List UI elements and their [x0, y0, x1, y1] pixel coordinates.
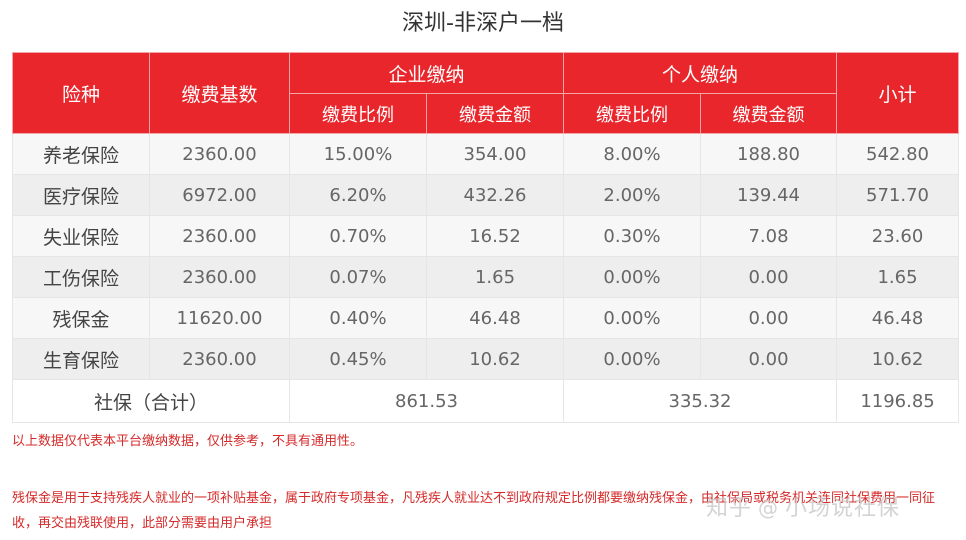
subtotal-value: 542.80: [836, 133, 960, 175]
company-amount: 10.62: [425, 338, 565, 380]
base-value: 11620.00: [149, 297, 290, 339]
company-rate: 15.00%: [289, 133, 427, 175]
personal-amount: 139.44: [700, 174, 838, 216]
table-row: 失业保险 2360.00 0.70% 16.52 0.30% 7.08 23.6…: [12, 215, 960, 257]
insurance-name: 失业保险: [12, 215, 150, 257]
header-company-rate: 缴费比例: [289, 93, 427, 134]
company-amount: 46.48: [425, 297, 565, 339]
company-amount: 1.65: [425, 256, 565, 298]
personal-rate: 0.30%: [563, 215, 702, 257]
watermark-author: 小场说社保: [785, 496, 901, 521]
insurance-name: 医疗保险: [12, 174, 150, 216]
header-company: 企业缴纳: [288, 52, 565, 94]
company-amount: 432.26: [425, 174, 565, 216]
watermark-at: @: [758, 496, 780, 520]
page-title: 深圳-非深户一档: [402, 11, 564, 36]
base-value: 2360.00: [149, 256, 290, 298]
header-personal-rate: 缴费比例: [563, 93, 702, 134]
header-personal-amount: 缴费金额: [700, 93, 838, 134]
table-row: 医疗保险 6972.00 6.20% 432.26 2.00% 139.44 5…: [12, 174, 960, 216]
personal-amount: 0.00: [700, 297, 838, 339]
base-value: 2360.00: [149, 133, 290, 175]
table-row: 残保金 11620.00 0.40% 46.48 0.00% 0.00 46.4…: [12, 297, 960, 339]
total-company: 861.53: [288, 379, 565, 423]
personal-rate: 0.00%: [563, 256, 702, 298]
insurance-name: 残保金: [12, 297, 150, 339]
total-row: 社保（合计） 861.53 335.32 1196.85: [12, 379, 960, 423]
header-subtotal: 小计: [836, 52, 960, 134]
header-base: 缴费基数: [149, 52, 290, 134]
personal-amount: 0.00: [700, 256, 838, 298]
table-row: 养老保险 2360.00 15.00% 354.00 8.00% 188.80 …: [12, 133, 960, 175]
insurance-table: 险种 缴费基数 企业缴纳 个人缴纳 小计 缴费比例 缴费金额 缴费比例 缴费金额…: [12, 52, 960, 423]
total-label: 社保（合计）: [12, 379, 290, 423]
header-company-amount: 缴费金额: [425, 93, 565, 134]
subtotal-value: 46.48: [836, 297, 960, 339]
personal-rate: 0.00%: [563, 338, 702, 380]
subtotal-value: 23.60: [836, 215, 960, 257]
subtotal-value: 1.65: [836, 256, 960, 298]
company-amount: 354.00: [425, 133, 565, 175]
watermark: 知乎 @ 小场说社保: [706, 490, 900, 522]
header-insurance-type: 险种: [12, 52, 150, 134]
disclaimer-note: 以上数据仅代表本平台缴纳数据，仅供参考，不具有通用性。: [12, 434, 364, 449]
disability-fund-note: 残保金是用于支持残疾人就业的一项补贴基金，属于政府专项基金，凡残疾人就业达不到政…: [12, 491, 936, 531]
base-value: 2360.00: [149, 215, 290, 257]
total-personal: 335.32: [563, 379, 838, 423]
insurance-name: 生育保险: [12, 338, 150, 380]
insurance-name: 养老保险: [12, 133, 150, 175]
company-rate: 0.07%: [289, 256, 427, 298]
table-row: 工伤保险 2360.00 0.07% 1.65 0.00% 0.00 1.65: [12, 256, 960, 298]
personal-amount: 7.08: [700, 215, 838, 257]
base-value: 6972.00: [149, 174, 290, 216]
company-rate: 0.45%: [289, 338, 427, 380]
personal-rate: 2.00%: [563, 174, 702, 216]
personal-amount: 0.00: [700, 338, 838, 380]
company-rate: 0.40%: [289, 297, 427, 339]
subtotal-value: 571.70: [836, 174, 960, 216]
subtotal-value: 10.62: [836, 338, 960, 380]
company-rate: 6.20%: [289, 174, 427, 216]
company-rate: 0.70%: [289, 215, 427, 257]
total-subtotal: 1196.85: [836, 379, 960, 423]
company-amount: 16.52: [425, 215, 565, 257]
insurance-name: 工伤保险: [12, 256, 150, 298]
watermark-site: 知乎: [706, 496, 753, 521]
header-personal: 个人缴纳: [563, 52, 838, 94]
personal-rate: 0.00%: [563, 297, 702, 339]
personal-rate: 8.00%: [563, 133, 702, 175]
base-value: 2360.00: [149, 338, 290, 380]
personal-amount: 188.80: [700, 133, 838, 175]
table-row: 生育保险 2360.00 0.45% 10.62 0.00% 0.00 10.6…: [12, 338, 960, 380]
